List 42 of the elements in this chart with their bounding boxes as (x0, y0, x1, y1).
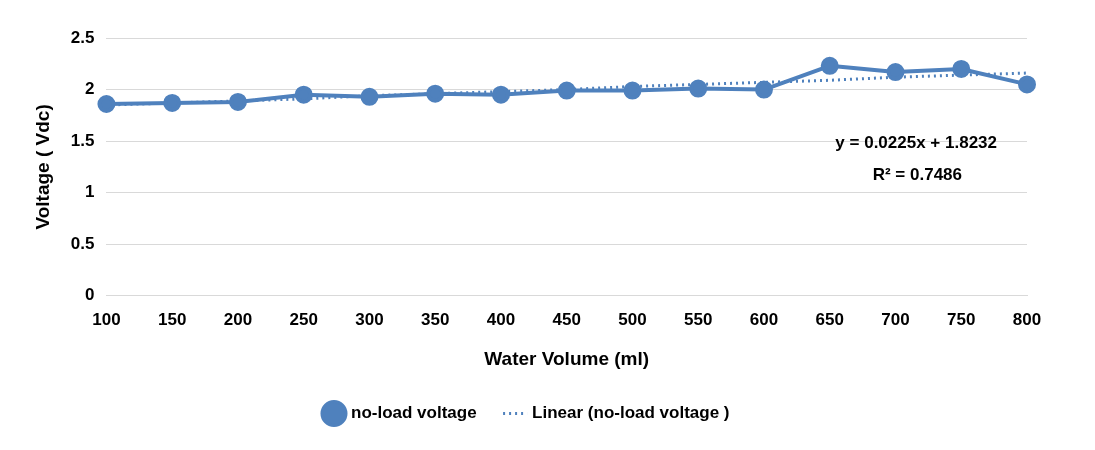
point (557, 81, 576, 100)
y-tick-label: 2.5 (70, 27, 95, 47)
point (360, 87, 379, 106)
x-tick-label: 600 (749, 309, 779, 329)
annotation: R² = 0.7486 (872, 164, 962, 184)
point (294, 85, 313, 104)
point (97, 95, 116, 113)
x-tick-label: 500 (618, 309, 647, 329)
x-tick-label: 700 (881, 309, 910, 329)
x-tick-label: 650 (815, 309, 844, 329)
x-tick-label: 100 (92, 309, 121, 329)
point (623, 81, 642, 100)
point (163, 93, 182, 112)
point (1018, 75, 1036, 94)
x-tick-label: 450 (552, 309, 581, 329)
y-tick-label: 2 (84, 79, 95, 99)
point (754, 80, 773, 99)
x-tick-label: 200 (223, 309, 253, 329)
x-axis-title: Water Volume (ml) (484, 347, 650, 369)
y-tick-label: 0.5 (70, 233, 95, 253)
point (820, 56, 839, 75)
x-tick-label: 750 (947, 309, 976, 329)
point (886, 63, 905, 82)
x-tick-label: 300 (355, 309, 384, 329)
x-tick-label: 550 (684, 309, 713, 329)
y-tick-label: 1.5 (70, 130, 95, 150)
x-tick-label: 800 (1012, 309, 1042, 329)
point (426, 84, 445, 103)
point (952, 59, 971, 78)
point (491, 85, 510, 104)
y-tick-label: 0 (84, 285, 95, 305)
legend-label: no-load voltage (350, 403, 477, 423)
x-tick-label: 250 (289, 309, 318, 329)
x-tick-label: 400 (486, 309, 516, 329)
y-axis-title: Voltage ( Vdc) (31, 104, 53, 230)
point (689, 79, 708, 98)
x-tick-label: 350 (421, 309, 450, 329)
y-tick-label: 1 (84, 182, 95, 202)
legend-label: Linear (no-load voltage ) (532, 403, 730, 423)
point (228, 92, 247, 111)
annotation: y = 0.0225x + 1.8232 (835, 132, 997, 152)
x-tick-label: 150 (158, 309, 187, 329)
